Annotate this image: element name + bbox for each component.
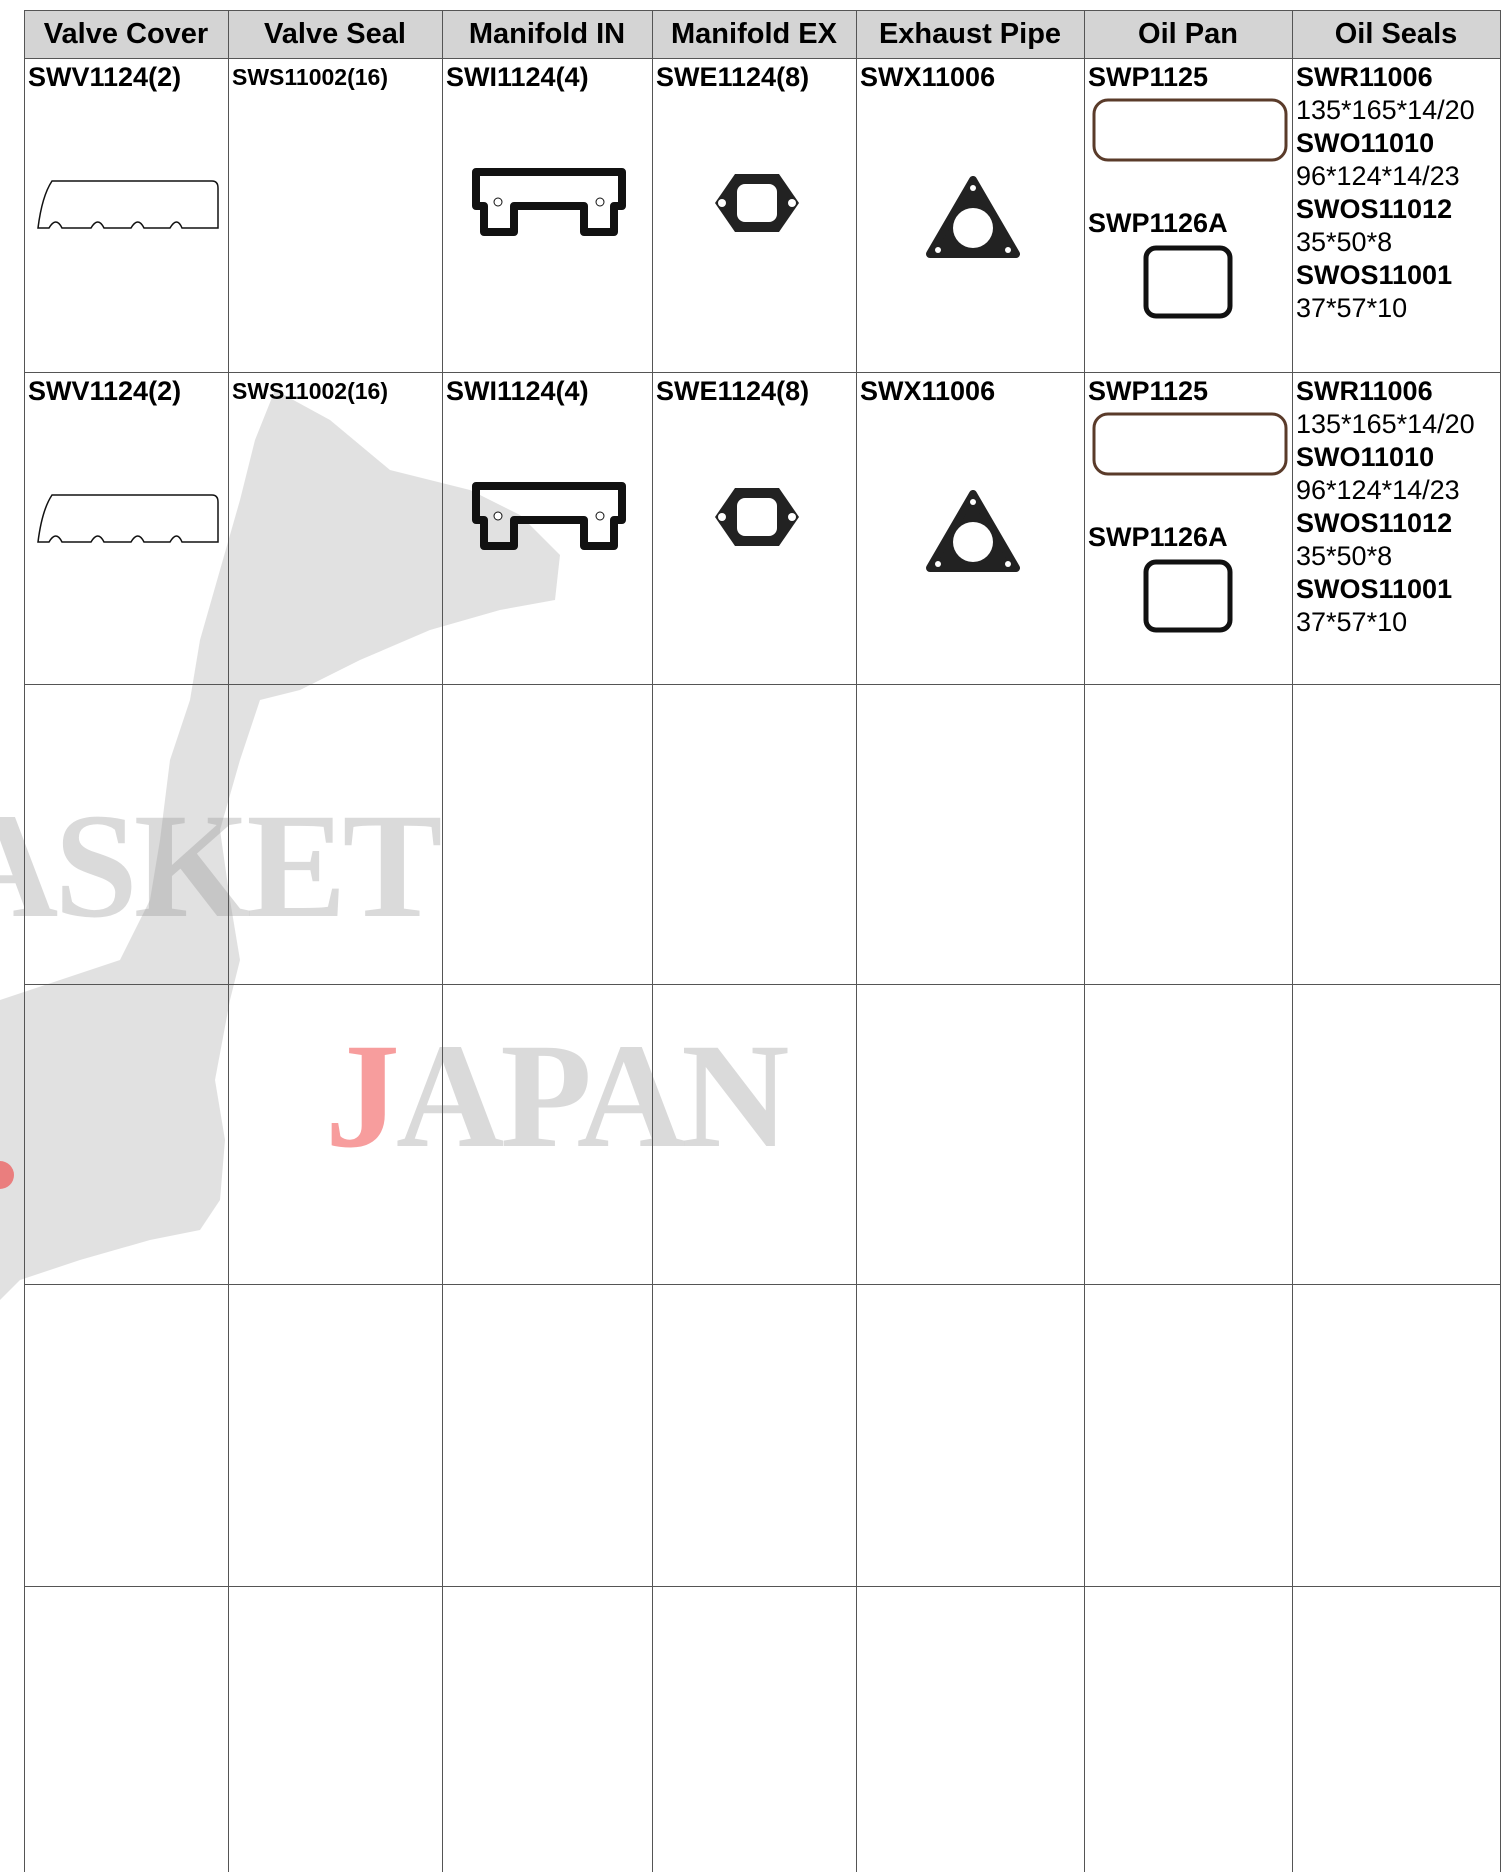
seal-size: 135*165*14/20: [1296, 95, 1475, 125]
table-cell: SWE1124(8): [652, 58, 856, 372]
seal-code: SWO11010: [1296, 442, 1435, 472]
part-code: SWE1124(8): [656, 376, 810, 406]
grid-line: [442, 10, 443, 1872]
part-code: SWV1124(2): [28, 62, 182, 92]
table-cell: SWV1124(2): [24, 58, 228, 372]
part-code: SWS11002(16): [232, 64, 388, 90]
watermark-text: JAPAN: [325, 1013, 789, 1179]
seal-code: SWOS11012: [1296, 194, 1453, 224]
grid-line: [24, 372, 1500, 373]
seal-size: 35*50*8: [1296, 541, 1393, 571]
valve-cover-gasket: [37, 180, 219, 229]
table-cell: SWV1124(2): [24, 372, 228, 684]
manifold-ex-gasket: [715, 174, 799, 232]
table-cell: SWX11006: [856, 58, 1084, 372]
seal-code: SWOS11001: [1296, 574, 1453, 604]
grid-line: [652, 10, 653, 1872]
table-cell: SWR11006 135*165*14/20 SWO11010 96*124*14/2…: [1292, 58, 1500, 372]
table-cell: SWS11002(16): [228, 372, 442, 684]
seal-code: SWR11006: [1296, 62, 1433, 92]
manifold-in-gasket: [472, 168, 626, 236]
grid-line: [24, 1586, 1500, 1587]
grid-line: [24, 10, 25, 1872]
oil-pan-gasket: [1143, 245, 1233, 319]
column-header: Manifold IN: [442, 10, 652, 58]
grid-line: [1084, 10, 1085, 1872]
seal-size: 37*57*10: [1296, 293, 1408, 323]
seal-size: 35*50*8: [1296, 227, 1393, 257]
part-code: SWV1124(2): [28, 376, 182, 406]
part-code: SWP1126A: [1088, 522, 1228, 552]
part-code: SWI1124(4): [446, 376, 589, 406]
grid-line: [24, 10, 1500, 11]
table-cell: SWX11006: [856, 372, 1084, 684]
table-cell: SWI1124(4): [442, 372, 652, 684]
seal-size: 135*165*14/20: [1296, 409, 1475, 439]
grid-line: [1500, 10, 1501, 1872]
grid-line: [24, 58, 1500, 59]
column-header: Oil Pan: [1084, 10, 1292, 58]
grid-line: [856, 10, 857, 1872]
grid-line: [24, 984, 1500, 985]
oil-pan-gasket: [1092, 412, 1288, 476]
part-code: SWX11006: [860, 376, 996, 406]
part-code: SWI1124(4): [446, 62, 589, 92]
manifold-ex-gasket: [715, 488, 799, 546]
column-header: Oil Seals: [1292, 10, 1500, 58]
oil-pan-gasket: [1143, 559, 1233, 633]
part-code: SWX11006: [860, 62, 996, 92]
part-code: SWE1124(8): [656, 62, 810, 92]
table-cell: SWE1124(8): [652, 372, 856, 684]
seal-size: 96*124*14/23: [1296, 161, 1460, 191]
seal-size: 37*57*10: [1296, 607, 1408, 637]
exhaust-pipe-gasket: [926, 490, 1020, 572]
manifold-in-gasket: [472, 482, 626, 550]
seal-size: 96*124*14/23: [1296, 475, 1460, 505]
oil-pan-gasket: [1092, 98, 1288, 162]
column-header: Manifold EX: [652, 10, 856, 58]
grid-line: [1292, 10, 1293, 1872]
grid-line: [24, 684, 1500, 685]
valve-cover-gasket: [37, 494, 219, 543]
watermark-text: ASKET: [0, 783, 443, 949]
seal-code: SWOS11001: [1296, 260, 1453, 290]
table-cell: SWS11002(16): [228, 58, 442, 372]
column-header: Valve Cover: [24, 10, 228, 58]
seal-code: SWO11010: [1296, 128, 1435, 158]
part-code: SWP1125: [1088, 376, 1209, 406]
part-code: SWP1126A: [1088, 208, 1228, 238]
grid-line: [228, 10, 229, 1872]
seal-code: SWR11006: [1296, 376, 1433, 406]
table-cell: SWI1124(4): [442, 58, 652, 372]
column-header: Valve Seal: [228, 10, 442, 58]
column-header: Exhaust Pipe: [856, 10, 1084, 58]
table-cell: SWP1125 SWP1126A: [1084, 58, 1292, 372]
table-cell: SWP1125 SWP1126A: [1084, 372, 1292, 684]
part-code: SWS11002(16): [232, 378, 388, 404]
seal-code: SWOS11012: [1296, 508, 1453, 538]
table-cell: SWR11006 135*165*14/20 SWO11010 96*124*14/2…: [1292, 372, 1500, 684]
grid-line: [24, 1284, 1500, 1285]
exhaust-pipe-gasket: [926, 176, 1020, 258]
part-code: SWP1125: [1088, 62, 1209, 92]
